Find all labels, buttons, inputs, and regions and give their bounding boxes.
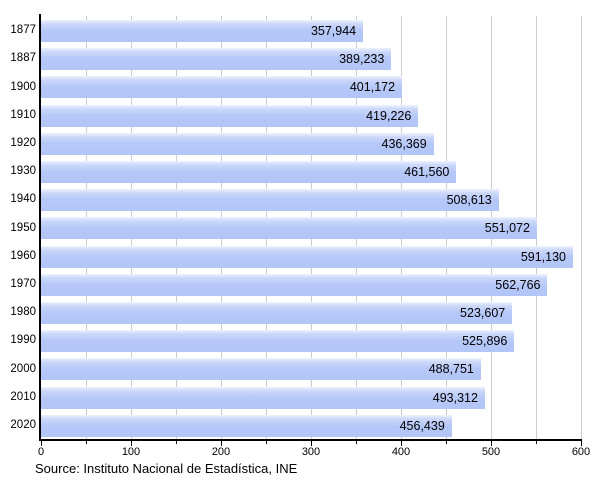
bar bbox=[41, 302, 513, 324]
bar bbox=[41, 386, 485, 409]
bar bbox=[41, 273, 548, 296]
x-major-tick bbox=[401, 441, 402, 446]
bar bbox=[41, 20, 364, 42]
y-axis-label: 1980 bbox=[10, 306, 36, 319]
y-axis-label: 2020 bbox=[10, 418, 36, 431]
y-axis-label: 1960 bbox=[10, 249, 36, 262]
x-major-tick bbox=[131, 441, 132, 446]
x-minor-tick bbox=[446, 441, 447, 444]
bar-value-label: 461,560 bbox=[404, 165, 450, 179]
x-axis-tick-label: 200 bbox=[211, 446, 231, 458]
bar bbox=[41, 358, 481, 381]
x-major-tick bbox=[311, 441, 312, 446]
x-axis-tick-label: 300 bbox=[301, 446, 321, 458]
x-minor-tick bbox=[176, 441, 177, 444]
y-axis-label: 2010 bbox=[10, 390, 36, 403]
bar-value-label: 436,369 bbox=[381, 136, 427, 151]
bar-value-label: 591,130 bbox=[520, 249, 567, 264]
y-axis-label: 1910 bbox=[10, 108, 36, 121]
bar-row: 401,172 bbox=[41, 72, 581, 100]
bar bbox=[41, 76, 403, 99]
y-axis-label: 1950 bbox=[10, 221, 36, 234]
y-axis-label: 1900 bbox=[10, 80, 36, 93]
source-caption: Source: Instituto Nacional de Estadístic… bbox=[35, 461, 298, 476]
bar bbox=[41, 330, 515, 353]
bar-row: 488,751 bbox=[41, 354, 581, 382]
bar-row: 357,944 bbox=[41, 16, 581, 44]
bar-row: 493,312 bbox=[41, 383, 581, 411]
bar bbox=[41, 161, 457, 183]
bar-row: 551,072 bbox=[41, 213, 581, 241]
bar-value-label: 523,607 bbox=[460, 306, 506, 320]
y-axis-label: 1887 bbox=[10, 52, 36, 65]
x-major-tick bbox=[581, 441, 582, 446]
x-minor-tick bbox=[86, 441, 87, 444]
bar-value-label: 488,751 bbox=[428, 362, 474, 377]
gridline bbox=[580, 16, 582, 439]
y-axis-label: 1920 bbox=[10, 136, 36, 149]
bar-row: 523,607 bbox=[41, 298, 581, 326]
x-axis-tick-label: 0 bbox=[37, 446, 45, 458]
bar-value-label: 508,613 bbox=[446, 193, 492, 208]
bar-value-label: 525,896 bbox=[462, 334, 508, 349]
plot-area: 357,944 389,233 401,172 419,226 436,369 461,5… bbox=[41, 16, 582, 439]
bar-value-label: 493,312 bbox=[432, 390, 478, 405]
x-axis-tick-label: 600 bbox=[571, 446, 591, 458]
bar bbox=[41, 245, 574, 268]
bar bbox=[41, 104, 419, 127]
bar-row: 419,226 bbox=[41, 101, 581, 129]
bar-value-label: 551,072 bbox=[484, 221, 530, 236]
x-minor-tick bbox=[356, 441, 357, 444]
bar-value-label: 401,172 bbox=[349, 80, 396, 95]
x-axis-tick-label: 100 bbox=[121, 446, 141, 458]
bar-value-label: 419,226 bbox=[366, 108, 412, 123]
x-minor-tick bbox=[266, 441, 267, 444]
y-axis-label: 1970 bbox=[10, 277, 36, 290]
x-major-tick bbox=[221, 441, 222, 446]
bar-row: 461,560 bbox=[41, 157, 581, 185]
x-axis-tick-label: 400 bbox=[391, 446, 411, 458]
bar-row: 436,369 bbox=[41, 129, 581, 157]
x-axis-tick-label: 500 bbox=[481, 446, 501, 458]
y-axis-line bbox=[39, 14, 41, 441]
y-axis-label: 1940 bbox=[10, 193, 36, 206]
bar-row: 525,896 bbox=[41, 326, 581, 354]
bar-row: 389,233 bbox=[41, 44, 581, 72]
bar-row: 562,766 bbox=[41, 270, 581, 298]
bar bbox=[41, 414, 452, 437]
bar-value-label: 562,766 bbox=[495, 277, 541, 292]
y-axis-label: 1877 bbox=[10, 24, 36, 37]
x-major-tick bbox=[41, 441, 42, 446]
bar-value-label: 389,233 bbox=[339, 52, 385, 67]
bar-row: 591,130 bbox=[41, 242, 581, 270]
bar bbox=[41, 132, 434, 155]
bar bbox=[41, 48, 392, 71]
x-minor-tick bbox=[536, 441, 537, 444]
y-axis-label: 1930 bbox=[10, 165, 36, 178]
bar bbox=[41, 217, 537, 240]
x-major-tick bbox=[491, 441, 492, 446]
y-axis-label: 2000 bbox=[10, 362, 36, 375]
bar-row: 508,613 bbox=[41, 185, 581, 213]
bar-value-label: 456,439 bbox=[399, 418, 445, 433]
x-axis-line bbox=[39, 439, 582, 441]
bar-row: 456,439 bbox=[41, 411, 581, 439]
bar bbox=[41, 189, 499, 212]
bar-value-label: 357,944 bbox=[310, 24, 357, 38]
y-axis-label: 1990 bbox=[10, 334, 36, 347]
